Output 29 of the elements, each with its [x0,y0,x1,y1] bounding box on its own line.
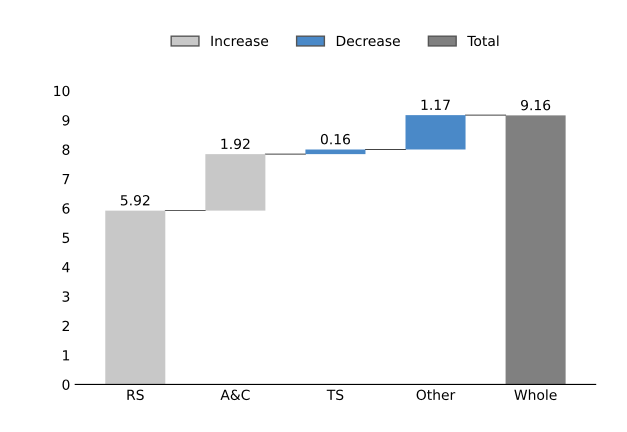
legend-label: Total [467,35,498,46]
bar [305,149,366,154]
legend-label: Increase [211,36,268,46]
bar [105,210,166,384]
bar [506,115,566,384]
x-tick-label: Whole [514,389,557,400]
y-tick-label: 0 [62,379,70,390]
bar [406,115,466,150]
y-tick-label: 9 [62,115,70,126]
data-label: 9.16 [521,100,550,110]
y-tick-label: 1 [63,350,70,360]
y-tick-label: 5 [62,232,70,244]
x-tick-label: TS [326,390,344,400]
data-label: 5.92 [120,195,150,206]
y-tick-label: 2 [62,320,69,332]
y-tick-label: 6 [62,203,70,214]
data-label: 0.16 [320,134,350,144]
y-tick-label: 8 [62,144,70,155]
x-tick-label: Other [416,389,456,400]
data-label: 1.17 [422,100,450,110]
data-label: 1.92 [221,138,250,150]
y-tick-label: 7 [62,174,70,184]
y-tick-label: 4 [62,262,70,272]
legend-label: Decrease [336,36,400,46]
x-tick-label: A&C [220,390,250,400]
y-tick-label: 3 [62,291,70,302]
x-tick-label: RS [127,390,144,400]
bar [205,154,266,211]
y-tick-label: 10 [54,86,70,96]
